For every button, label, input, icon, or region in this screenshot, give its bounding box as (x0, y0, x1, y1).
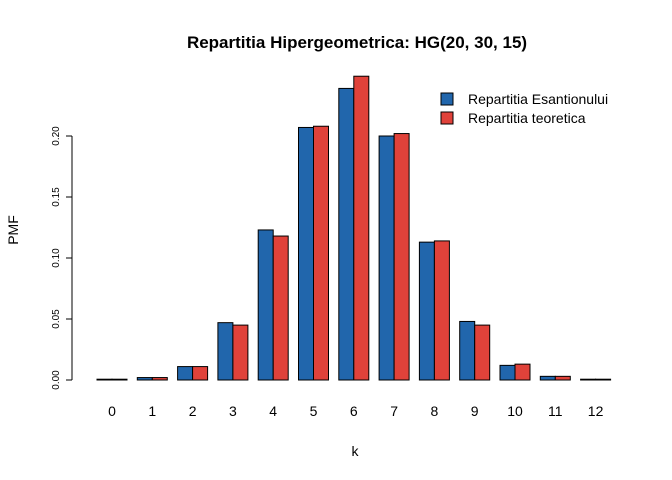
bar-sample (96, 378, 113, 381)
x-tick-label: 9 (471, 403, 479, 419)
x-tick-label: 4 (269, 403, 277, 419)
bar-theoretical (192, 366, 209, 381)
bar-sample (418, 241, 435, 381)
bar-theoretical (151, 377, 168, 381)
bar-sample (338, 87, 355, 381)
legend-label-sample: Repartitia Esantionului (468, 91, 608, 107)
x-tick-label: 7 (390, 403, 398, 419)
bar-theoretical (514, 363, 531, 381)
x-tick-label: 3 (229, 403, 237, 419)
x-tick-label: 12 (588, 403, 604, 419)
x-tick-label: 0 (108, 403, 116, 419)
legend-swatch-sample (440, 92, 454, 106)
y-tick-label: 0.15 (51, 187, 62, 207)
bar-theoretical (313, 125, 329, 381)
bar-sample (298, 126, 314, 381)
bar-theoretical (111, 378, 128, 381)
bar-theoretical (393, 133, 410, 381)
x-tick-label: 1 (148, 403, 156, 419)
y-tick-label: 0.00 (51, 370, 62, 390)
legend-swatch-theoretical (440, 111, 454, 125)
bar-sample (499, 364, 516, 381)
x-tick-label: 10 (507, 403, 523, 419)
x-tick-label: 11 (548, 403, 563, 419)
x-ticks: 0 1 2 3 4 5 6 7 8 9 10 11 12 (108, 403, 603, 419)
chart-title: Repartitia Hipergeometrica: HG(20, 30, 1… (187, 33, 527, 52)
bar-sample (580, 378, 597, 381)
bar-sample (378, 135, 395, 381)
bar-sample (177, 366, 194, 381)
x-tick-label: 5 (310, 403, 318, 419)
bar-theoretical (272, 235, 289, 381)
x-tick-label: 6 (350, 403, 358, 419)
bar-theoretical (353, 75, 370, 381)
x-tick-label: 2 (189, 403, 197, 419)
legend: Repartitia Esantionului Repartitia teore… (440, 91, 608, 126)
y-axis-label: PMF (5, 215, 21, 245)
bar-theoretical (433, 240, 450, 381)
y-tick-label: 0.05 (51, 309, 62, 329)
y-ticks: 0.00 0.05 0.10 0.15 0.20 (51, 126, 72, 390)
bars (96, 75, 612, 381)
bar-sample (136, 377, 153, 381)
bar-sample (257, 229, 274, 381)
legend-label-theoretical: Repartitia teoretica (468, 110, 586, 126)
y-tick-label: 0.20 (51, 126, 62, 146)
bar-sample (217, 322, 234, 381)
bar-theoretical (232, 324, 249, 381)
x-axis-label: k (352, 443, 360, 459)
y-tick-label: 0.10 (51, 248, 62, 268)
bar-sample (459, 320, 476, 381)
x-tick-label: 8 (431, 403, 439, 419)
bar-theoretical (595, 378, 612, 381)
bar-theoretical (474, 324, 491, 381)
bar-sample (539, 375, 556, 381)
bar-theoretical (554, 375, 571, 381)
